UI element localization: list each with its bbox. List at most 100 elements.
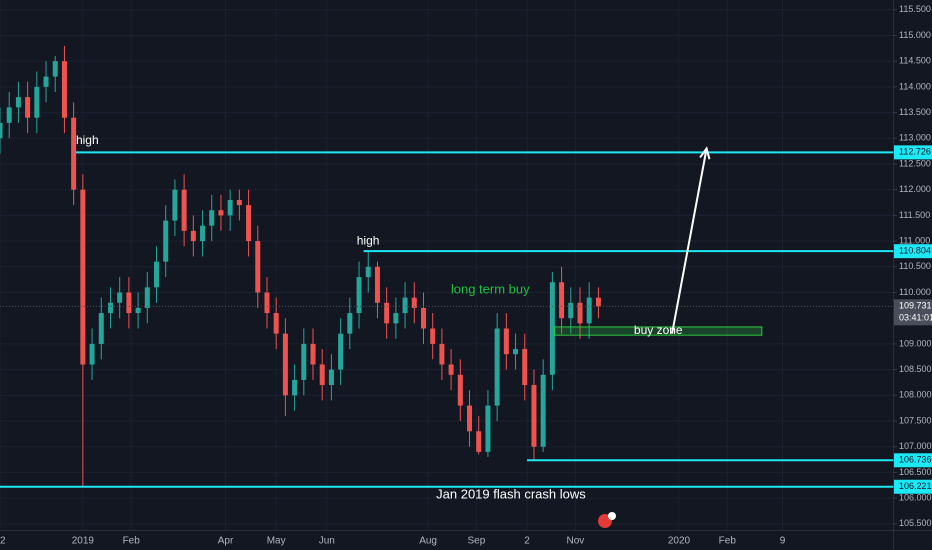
candle-body xyxy=(236,199,242,206)
y-tick-label: 106.000 xyxy=(899,493,932,503)
candle-body xyxy=(292,379,298,396)
y-tick-label: 115.500 xyxy=(899,4,931,14)
x-tick-label: Feb xyxy=(123,536,141,547)
arrow-head xyxy=(699,146,711,160)
candle-body xyxy=(218,210,224,216)
candle-body xyxy=(71,117,77,190)
buy-zone xyxy=(554,326,763,336)
y-tick-label: 110.500 xyxy=(899,261,931,271)
candle-body xyxy=(430,328,436,344)
annotation: high xyxy=(357,233,380,247)
candle-body xyxy=(0,122,3,139)
level-price-box xyxy=(894,453,932,468)
candle-body xyxy=(163,220,169,262)
candle-body xyxy=(494,328,500,406)
candle-body xyxy=(301,343,307,380)
candle-body xyxy=(467,405,473,432)
x-tick-label: Nov xyxy=(566,536,584,547)
candle-body xyxy=(6,107,12,123)
y-tick-label: 114.500 xyxy=(899,56,931,66)
y-tick-label: 115.000 xyxy=(899,30,931,40)
candle-body xyxy=(61,61,67,118)
candle-body xyxy=(393,313,399,324)
x-tick-label: Aug xyxy=(419,536,437,547)
candle-body xyxy=(154,261,160,288)
level-price-label: 106.736 xyxy=(899,455,932,465)
level-price-box xyxy=(894,479,932,494)
candle-body xyxy=(577,302,583,324)
y-tick-label: 107.500 xyxy=(899,415,932,425)
candle-body xyxy=(98,313,104,344)
candle-body xyxy=(89,343,95,365)
candle-body xyxy=(485,405,491,452)
candle-body xyxy=(227,199,233,216)
y-tick-label: 111.000 xyxy=(899,235,930,245)
candle-body xyxy=(181,189,187,231)
x-tick-label: 2019 xyxy=(72,536,95,547)
candle-body xyxy=(411,297,417,308)
candle-body xyxy=(365,266,371,278)
candle-body xyxy=(319,364,325,386)
replay-icon[interactable] xyxy=(598,512,616,528)
candle-body xyxy=(144,287,150,308)
y-tick-label: 110.000 xyxy=(899,287,931,297)
candle-body xyxy=(117,292,123,303)
last-price-box xyxy=(894,299,932,326)
candle-body xyxy=(347,313,353,334)
candle-body xyxy=(338,333,344,370)
icon-dot[interactable] xyxy=(608,512,616,520)
candle-body xyxy=(172,189,178,221)
candle-body xyxy=(586,297,592,324)
candle-body xyxy=(52,61,58,77)
y-tick-label: 107.000 xyxy=(899,441,932,451)
x-tick-label: 2020 xyxy=(668,536,691,547)
candle-body xyxy=(540,374,546,447)
candle-body xyxy=(209,210,215,226)
level-price-label: 106.221 xyxy=(899,481,932,491)
candle-body xyxy=(107,302,113,314)
candle-body xyxy=(448,364,454,375)
candle-body xyxy=(384,302,390,324)
countdown-label: 03:41:01 xyxy=(899,313,932,323)
candle-body xyxy=(476,431,482,452)
annotation: high xyxy=(76,133,99,147)
candle-body xyxy=(328,369,334,386)
candle-body xyxy=(34,86,40,118)
candle-body xyxy=(522,349,528,386)
candle-body xyxy=(80,189,86,365)
candle-body xyxy=(439,343,445,365)
x-tick-label: Feb xyxy=(719,536,737,547)
candle-body xyxy=(43,76,49,87)
candle-body xyxy=(25,97,31,118)
candle-body xyxy=(200,225,206,242)
candle-body xyxy=(513,349,519,355)
arrow-shaft xyxy=(671,148,708,334)
candle-body xyxy=(255,241,261,293)
y-tick-label: 111.500 xyxy=(899,210,930,220)
y-tick-label: 109.000 xyxy=(899,338,932,348)
candle-body xyxy=(310,343,316,365)
y-tick-label: 112.500 xyxy=(899,158,931,168)
last-price-label: 109.731 xyxy=(899,301,932,311)
candle-body xyxy=(264,292,270,314)
candle-body xyxy=(246,205,252,242)
y-tick-label: 113.000 xyxy=(899,133,931,143)
buy-zone-label: buy zone xyxy=(634,323,683,337)
candle-body xyxy=(190,230,196,242)
overlay: buy zone high high long term buy Jan 2019 fl… xyxy=(0,133,893,501)
y-tick-label: 112.000 xyxy=(899,184,931,194)
candle-body xyxy=(356,277,362,314)
level-price-box xyxy=(894,145,932,160)
x-tick-label: 12 xyxy=(0,536,6,547)
candle-body xyxy=(374,266,380,303)
y-tick-label: 114.000 xyxy=(899,81,931,91)
level-price-box xyxy=(894,244,932,259)
x-tick-label: 2 xyxy=(524,536,530,547)
candle-body xyxy=(282,333,288,396)
candle-body xyxy=(126,292,132,314)
candle-body xyxy=(273,313,279,334)
x-tick-label: Apr xyxy=(218,536,234,547)
annotation: Jan 2019 flash crash lows xyxy=(436,486,586,501)
level-price-label: 110.804 xyxy=(899,246,931,256)
y-tick-label: 113.500 xyxy=(899,107,931,117)
